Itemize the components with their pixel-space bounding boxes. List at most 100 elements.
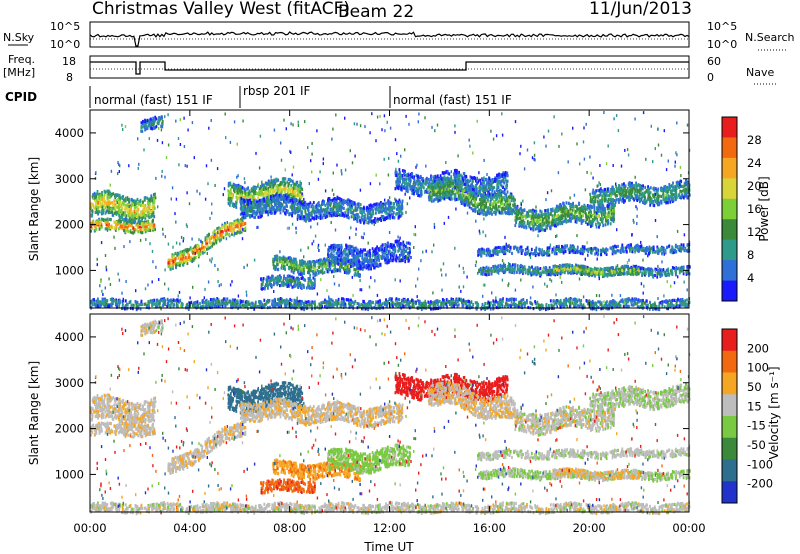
power-cell <box>397 185 400 189</box>
power-cell <box>297 215 299 219</box>
power-cell <box>242 209 245 213</box>
power-cell <box>582 210 584 214</box>
power-cell <box>299 187 301 191</box>
power-cell <box>199 252 202 256</box>
power-cell <box>338 197 341 201</box>
power-cell <box>311 284 313 288</box>
power-cell <box>104 206 107 210</box>
power-cell <box>310 205 313 209</box>
cpid-bar: CPID normal (fast) 151 IF rbsp 201 IF no… <box>5 84 512 108</box>
power-cell <box>573 208 575 212</box>
nsearch-tick-high: 10^5 <box>707 20 737 33</box>
power-cell <box>422 180 425 184</box>
power-cell <box>569 203 572 207</box>
power-cell <box>314 205 317 209</box>
power-cell <box>284 198 286 202</box>
power-cell <box>482 212 485 216</box>
power-cell <box>334 203 337 207</box>
power-cell <box>602 217 604 221</box>
power-cell <box>200 239 202 243</box>
power-cell <box>388 209 391 213</box>
power-cell <box>143 204 146 208</box>
power-cell <box>281 188 283 192</box>
power-cell <box>464 196 467 201</box>
power-cell <box>277 187 280 191</box>
power-cell <box>520 206 522 210</box>
power-cell <box>297 265 299 269</box>
power-cell <box>105 210 108 214</box>
power-cell <box>174 257 176 262</box>
power-cell <box>285 186 287 190</box>
power-cell <box>494 211 497 215</box>
power-cell <box>308 284 311 288</box>
power-cell <box>293 187 296 191</box>
power-cell <box>314 269 316 273</box>
power-cell <box>480 199 482 203</box>
power-cell <box>559 218 562 222</box>
power-cell <box>465 194 467 198</box>
power-cell <box>346 267 348 271</box>
power-cell <box>359 220 362 224</box>
power-cell <box>250 209 253 213</box>
power-cell <box>608 206 611 211</box>
power-cell <box>537 216 540 220</box>
power-cell <box>246 213 248 218</box>
power-cell <box>230 222 233 226</box>
power-cell <box>415 191 418 195</box>
power-cell <box>500 193 503 198</box>
power-cell <box>229 181 232 185</box>
power-cell <box>312 201 315 205</box>
power-cell <box>519 223 522 227</box>
power-cell <box>501 190 504 194</box>
power-cell <box>490 209 493 213</box>
power-cell <box>240 226 243 230</box>
power-cell <box>264 285 266 289</box>
power-cell <box>287 177 290 182</box>
power-cell <box>419 174 422 179</box>
power-cell <box>275 177 278 182</box>
power-cell <box>224 228 226 232</box>
power-cell <box>325 267 328 271</box>
power-cell <box>97 201 99 205</box>
power-cell <box>418 187 421 191</box>
power-cell <box>330 259 333 263</box>
power-cell <box>488 185 490 189</box>
power-cell <box>396 207 398 211</box>
power-cell <box>560 210 562 214</box>
power-cell <box>152 204 155 208</box>
power-cell <box>217 229 220 233</box>
power-cell <box>308 266 311 270</box>
power-cell <box>420 194 422 198</box>
power-cell <box>106 193 109 197</box>
power-cell <box>468 203 471 207</box>
power-cell <box>519 211 521 215</box>
power-cell <box>267 203 270 208</box>
power-cell <box>471 190 473 194</box>
power-cell <box>478 198 481 202</box>
power-cell <box>543 212 545 217</box>
power-cell <box>377 210 380 215</box>
power-cell <box>282 195 285 199</box>
power-cell <box>410 187 413 191</box>
power-cell <box>426 180 428 184</box>
power-cell <box>154 196 157 200</box>
power-cell <box>135 201 137 205</box>
power-cell <box>564 216 567 220</box>
power-cell <box>319 210 322 215</box>
power-cell <box>98 210 101 214</box>
power-cell <box>97 198 99 202</box>
power-cell <box>303 215 305 219</box>
power-cell <box>286 180 289 184</box>
power-cell <box>96 210 99 214</box>
power-cell <box>312 269 314 273</box>
power-cell <box>227 184 230 188</box>
power-cell <box>133 230 136 234</box>
power-cell <box>484 186 486 190</box>
power-cell <box>548 219 551 223</box>
power-cell <box>477 191 480 195</box>
power-cell <box>261 202 264 206</box>
power-cell <box>384 209 387 213</box>
power-cell <box>477 210 480 214</box>
power-cell <box>237 196 240 200</box>
power-cell <box>107 223 109 228</box>
